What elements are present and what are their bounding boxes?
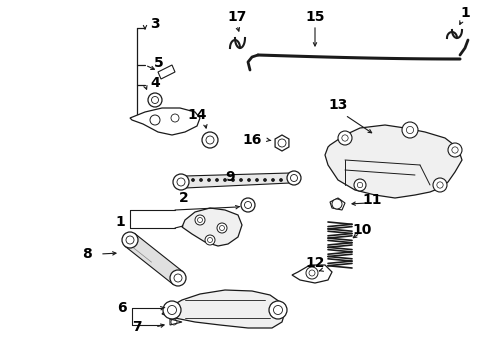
Circle shape: [269, 301, 287, 319]
Circle shape: [173, 174, 189, 190]
Text: 1: 1: [115, 215, 125, 229]
Circle shape: [448, 143, 462, 157]
Text: 13: 13: [328, 98, 348, 112]
Circle shape: [279, 179, 283, 181]
Circle shape: [223, 179, 226, 181]
Circle shape: [287, 171, 301, 185]
Polygon shape: [275, 135, 289, 151]
Text: 7: 7: [132, 320, 142, 334]
Circle shape: [332, 199, 342, 209]
Text: 11: 11: [362, 193, 382, 207]
Polygon shape: [185, 173, 290, 188]
Circle shape: [195, 215, 205, 225]
Circle shape: [205, 235, 215, 245]
Circle shape: [402, 122, 418, 138]
Circle shape: [338, 131, 352, 145]
Circle shape: [199, 179, 202, 181]
Circle shape: [247, 179, 250, 181]
Text: 9: 9: [225, 170, 235, 184]
Text: 6: 6: [117, 301, 127, 315]
Text: 14: 14: [187, 108, 207, 122]
Circle shape: [207, 179, 211, 181]
Text: 2: 2: [179, 191, 189, 205]
Polygon shape: [170, 319, 182, 325]
Text: 3: 3: [150, 17, 160, 31]
Circle shape: [241, 198, 255, 212]
Polygon shape: [162, 290, 285, 328]
Polygon shape: [325, 125, 462, 198]
Circle shape: [264, 179, 267, 181]
Text: 5: 5: [154, 56, 164, 70]
Polygon shape: [292, 265, 332, 283]
Circle shape: [240, 179, 243, 181]
Circle shape: [306, 267, 318, 279]
Polygon shape: [330, 198, 345, 210]
Text: 15: 15: [305, 10, 325, 24]
Circle shape: [433, 178, 447, 192]
Circle shape: [163, 301, 181, 319]
Circle shape: [216, 179, 219, 181]
Polygon shape: [125, 234, 183, 284]
Text: 12: 12: [305, 256, 325, 270]
Circle shape: [202, 132, 218, 148]
Circle shape: [148, 93, 162, 107]
Circle shape: [255, 179, 259, 181]
Circle shape: [231, 179, 235, 181]
Polygon shape: [130, 108, 200, 135]
Circle shape: [217, 223, 227, 233]
Circle shape: [170, 270, 186, 286]
Circle shape: [354, 179, 366, 191]
Text: 10: 10: [352, 223, 372, 237]
Text: 1: 1: [460, 6, 470, 20]
Text: 16: 16: [243, 133, 262, 147]
Polygon shape: [158, 65, 175, 79]
Circle shape: [122, 232, 138, 248]
Circle shape: [271, 179, 274, 181]
Text: 17: 17: [227, 10, 246, 24]
Circle shape: [150, 115, 160, 125]
Text: 4: 4: [150, 76, 160, 90]
Circle shape: [192, 179, 195, 181]
Polygon shape: [182, 208, 242, 246]
Text: 8: 8: [82, 247, 92, 261]
